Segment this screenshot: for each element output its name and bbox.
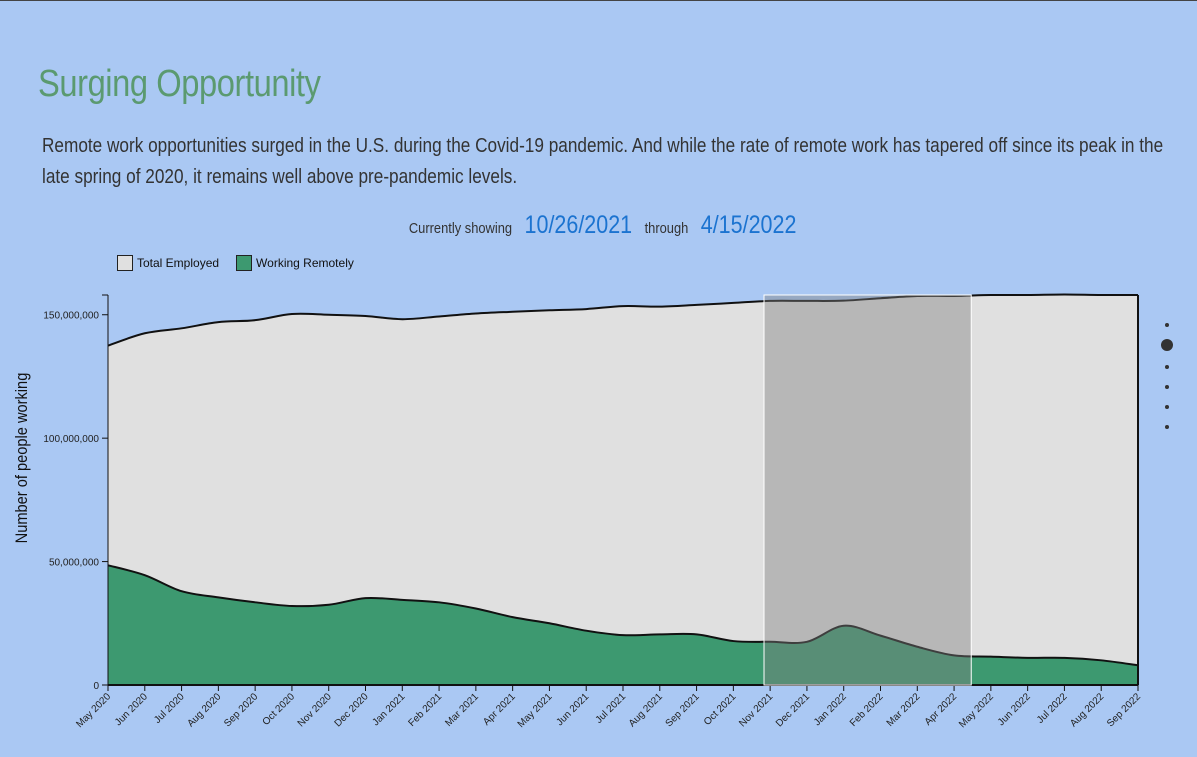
page-description: Remote work opportunities surged in the …	[42, 135, 1164, 188]
pager-dot[interactable]	[1165, 405, 1169, 409]
x-tick-label: Jun 2021	[554, 691, 591, 728]
y-tick-label: 0	[93, 681, 99, 692]
x-tick-label: Jun 2020	[113, 691, 150, 728]
x-tick-label: Sep 2020	[222, 691, 260, 729]
x-tick-label: Feb 2021	[407, 691, 445, 729]
x-tick-label: Nov 2021	[737, 691, 775, 729]
series-area-working-remotely	[108, 565, 1138, 685]
x-tick-label: Nov 2020	[296, 691, 334, 729]
pager-dot[interactable]	[1165, 323, 1169, 327]
y-tick-label: 50,000,000	[49, 558, 99, 569]
x-tick-label: Apr 2022	[923, 691, 960, 728]
x-tick-label: Jan 2021	[371, 691, 408, 728]
x-tick-label: Dec 2021	[774, 691, 812, 729]
legend-label-total: Total Employed	[137, 256, 220, 270]
range-end-date: 4/15/2022	[700, 211, 797, 239]
series-line-total-employed	[107, 293, 1139, 347]
series-area-total-employed	[108, 294, 1138, 685]
x-tick-label: Sep 2022	[1105, 691, 1143, 729]
x-tick-label: Feb 2022	[848, 691, 886, 729]
x-tick-label: Mar 2021	[443, 691, 481, 729]
x-tick-label: Sep 2021	[664, 691, 702, 729]
x-tick-label: Jul 2021	[594, 691, 629, 726]
page-title: Surging Opportunity	[38, 63, 321, 105]
x-tick-label: Jul 2020	[152, 691, 187, 726]
x-tick-label: Aug 2022	[1068, 691, 1106, 729]
legend-swatch-total	[117, 255, 133, 271]
brush-selection[interactable]	[763, 294, 972, 686]
pager-dot[interactable]	[1161, 339, 1173, 351]
x-tick-label: Aug 2020	[185, 691, 223, 729]
x-tick-label: Oct 2021	[702, 691, 739, 728]
pager-dot[interactable]	[1165, 365, 1169, 369]
range-prefix: Currently showing	[409, 220, 513, 237]
legend-swatch-remote	[236, 255, 253, 271]
legend-item-total: Total Employed	[117, 255, 219, 271]
x-tick-label: Oct 2020	[261, 691, 298, 728]
chart-legend: Total Employed Working Remotely	[117, 255, 371, 271]
x-tick-label: May 2022	[957, 691, 996, 730]
date-range-readout: Currently showing 10/26/2021 through 4/1…	[0, 211, 1197, 240]
legend-item-remote: Working Remotely	[236, 255, 354, 271]
legend-label-remote: Working Remotely	[256, 256, 354, 270]
x-tick-label: Jul 2022	[1035, 691, 1070, 726]
x-tick-label: May 2021	[516, 691, 555, 730]
range-start-date: 10/26/2021	[524, 211, 633, 239]
x-tick-label: Dec 2020	[333, 691, 371, 729]
x-tick-label: Mar 2022	[885, 691, 923, 729]
section-pager[interactable]	[1160, 323, 1174, 445]
x-tick-label: Jun 2022	[996, 691, 1033, 728]
range-separator: through	[644, 220, 689, 237]
y-tick-label: 150,000,000	[43, 311, 99, 322]
y-tick-label: 100,000,000	[43, 434, 99, 445]
x-tick-label: Aug 2021	[627, 691, 665, 729]
pager-dot[interactable]	[1165, 385, 1169, 389]
x-tick-label: May 2020	[74, 691, 113, 730]
series-line-working-remotely	[107, 564, 1139, 667]
x-tick-label: Apr 2021	[481, 691, 518, 728]
x-tick-label: Jan 2022	[812, 691, 849, 728]
pager-dot[interactable]	[1165, 425, 1169, 429]
